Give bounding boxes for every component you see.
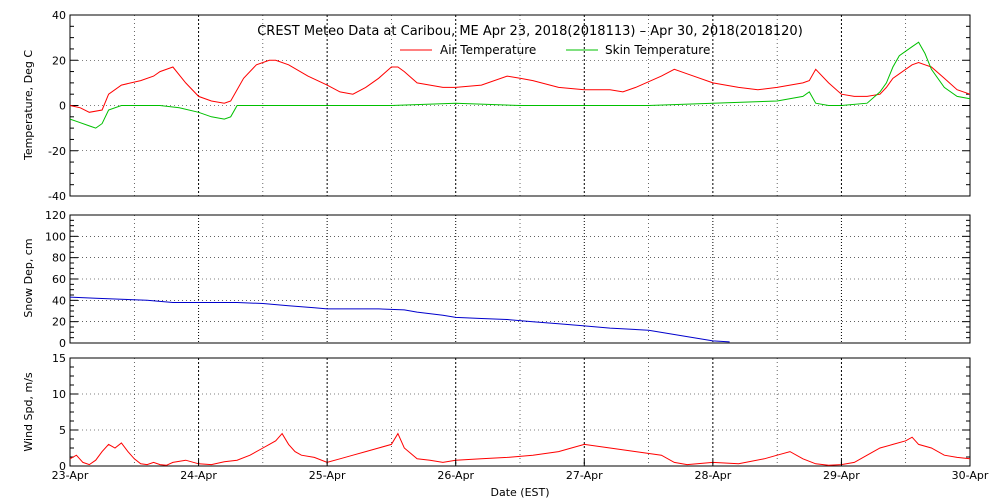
xtick-label: 23-Apr	[52, 469, 89, 482]
x-axis-label: Date (EST)	[490, 486, 549, 499]
panel2-ytick-label: 120	[45, 209, 66, 222]
panel1-ytick-label: -20	[48, 145, 66, 158]
xtick-label: 29-Apr	[823, 469, 860, 482]
panel3-ytick-label: 5	[59, 424, 66, 437]
panel2-ytick-label: 0	[59, 337, 66, 350]
panel2-ytick-label: 100	[45, 230, 66, 243]
panel1-ytick-label: 40	[52, 9, 66, 22]
xtick-label: 27-Apr	[566, 469, 603, 482]
panel1-ytick-label: 0	[59, 100, 66, 113]
panel2-ytick-label: 80	[52, 252, 66, 265]
legend-label-skin: Skin Temperature	[605, 43, 710, 57]
xtick-label: 24-Apr	[180, 469, 217, 482]
xtick-label: 26-Apr	[437, 469, 474, 482]
panel2-ylabel: Snow Dep, cm	[22, 238, 35, 317]
xtick-label: 28-Apr	[694, 469, 731, 482]
panel1-ylabel: Temperature, Deg C	[22, 50, 35, 161]
panel1-series-1-line	[69, 59, 971, 113]
panel2-ytick-label: 20	[52, 316, 66, 329]
panel3-ytick-label: 10	[52, 388, 66, 401]
panel3-ylabel: Wind Spd, m/s	[22, 372, 35, 452]
panel2-ytick-label: 60	[52, 273, 66, 286]
panel1-ytick-label: 20	[52, 54, 66, 67]
panel2-ytick-label: 40	[52, 294, 66, 307]
panel3-ytick-label: 15	[52, 352, 66, 365]
legend-label-air: Air Temperature	[440, 43, 536, 57]
xtick-label: 25-Apr	[309, 469, 346, 482]
panel3-series-1-line	[69, 432, 971, 466]
xtick-label: 30-Apr	[952, 469, 989, 482]
panel1-ytick-label: -40	[48, 190, 66, 203]
chart-title: CREST Meteo Data at Caribou, ME Apr 23, …	[257, 24, 803, 39]
panel3-ytick-label: 0	[59, 460, 66, 473]
panel1-series-2-line	[69, 41, 971, 129]
panel2-series-1-line	[69, 296, 730, 343]
plot-layer: -40 -20 0 20 40 0 20 40 60 80 100 120 0 5 10 15 23-Apr 24…	[45, 9, 989, 482]
